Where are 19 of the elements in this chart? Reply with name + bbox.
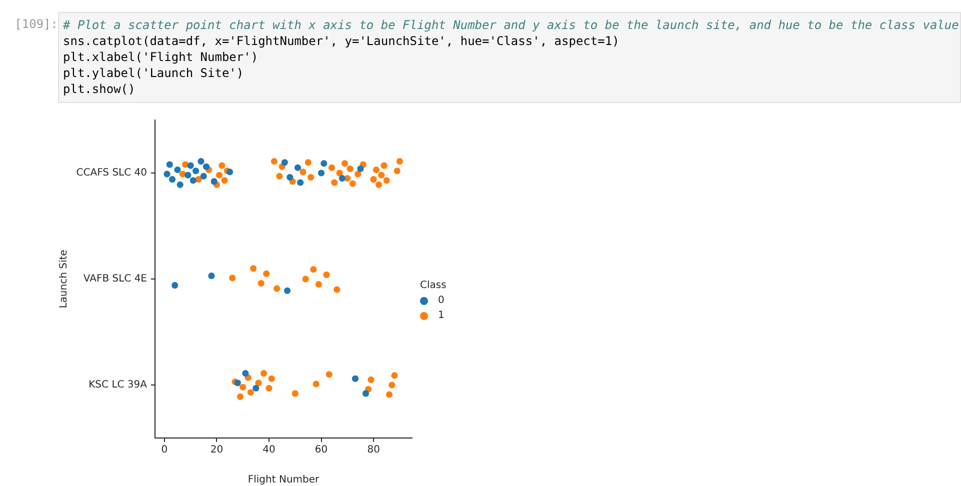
text: [109]: bbox=[14, 16, 58, 32]
text: plt.ylabel('Launch Site') bbox=[63, 65, 245, 81]
legend-title: Class bbox=[420, 280, 446, 291]
text: plt.show() bbox=[63, 81, 136, 97]
y-axis-title: Launch Site bbox=[58, 250, 70, 308]
x-tick-label: 40 bbox=[262, 444, 276, 456]
text: # Plot a scatter point chart with x axis to be Flight Number and y axis to be the launch site, and hue to be the class value bbox=[63, 17, 959, 33]
y-tick-label: VAFB SLC 4E bbox=[83, 274, 147, 285]
text: sns.catplot(data=df, x='FlightNumber', y='LaunchSite', hue='Class', aspect=1) bbox=[63, 33, 620, 49]
x-tick-label: 80 bbox=[367, 444, 380, 456]
x-tick-label: 0 bbox=[161, 444, 168, 456]
legend-label: 1 bbox=[438, 310, 444, 321]
y-tick-label: KSC LC 39A bbox=[88, 380, 148, 391]
x-axis-title: Flight Number bbox=[248, 474, 320, 486]
y-tick-label: CCAFS SLC 40 bbox=[76, 168, 147, 179]
x-tick-label: 60 bbox=[314, 444, 328, 456]
text: plt.xlabel('Flight Number') bbox=[63, 49, 260, 65]
x-tick-label: 20 bbox=[210, 444, 224, 456]
legend-label: 0 bbox=[438, 295, 444, 306]
